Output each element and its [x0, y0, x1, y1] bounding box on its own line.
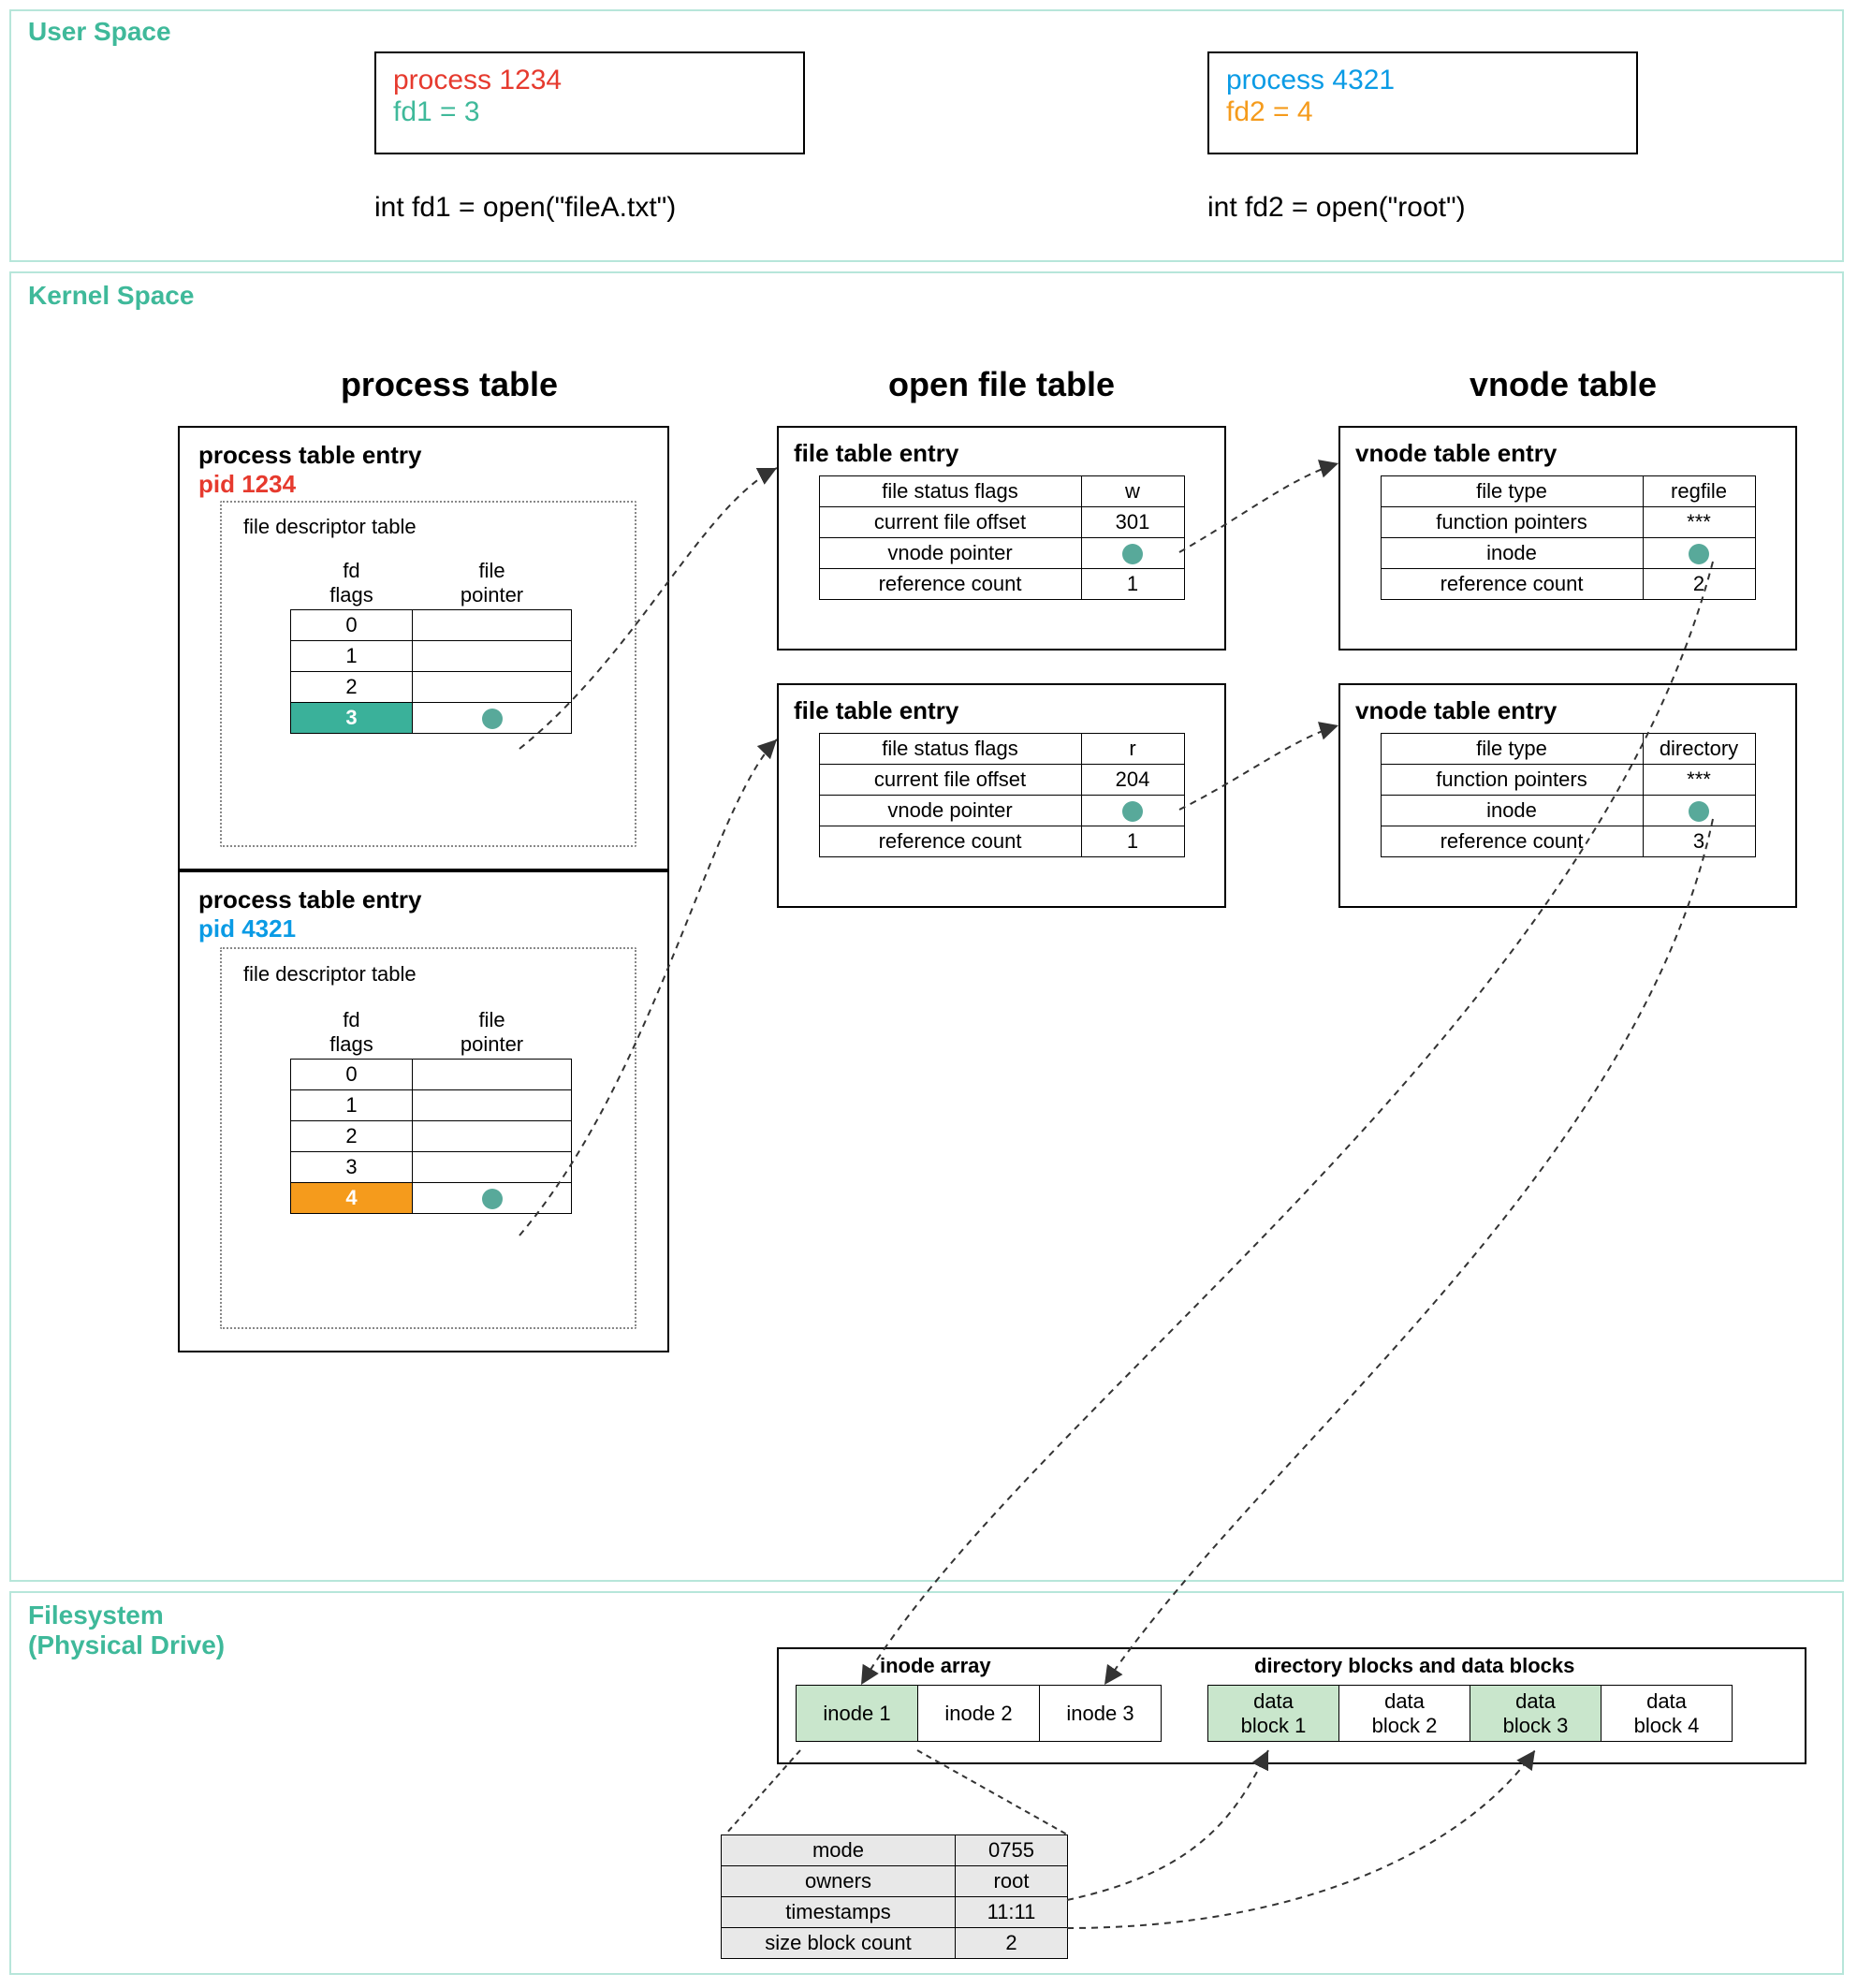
vnode-table-entry-1: vnode table entry file typeregfile funct…: [1338, 426, 1797, 650]
inode-heading: inode array: [880, 1654, 991, 1678]
process-2-box: process 4321 fd2 = 4: [1207, 51, 1638, 154]
pte1-fdt-label: file descriptor table: [243, 515, 417, 539]
process-1-code: int fd1 = open("fileA.txt"): [374, 192, 676, 224]
vnode-heading: vnode table: [1376, 365, 1750, 404]
inode-detail: mode0755 ownersroot timestamps11:11 size…: [721, 1835, 1068, 1959]
vnode-table-entry-2: vnode table entry file typedirectory fun…: [1338, 683, 1797, 908]
open-file-heading: open file table: [814, 365, 1189, 404]
pte1-pid: pid 1234: [198, 470, 649, 499]
data-blocks: datablock 1 datablock 2 datablock 3 data…: [1207, 1685, 1733, 1742]
pte1-title: process table entry: [198, 441, 649, 470]
filesystem-label: Filesystem (Physical Drive): [28, 1601, 225, 1660]
vte1-title: vnode table entry: [1355, 439, 1780, 468]
file-table-entry-2: file table entry file status flagsr curr…: [777, 683, 1226, 908]
kernel-space-label: Kernel Space: [28, 281, 194, 311]
vte2-table: file typedirectory function pointers*** …: [1381, 733, 1756, 857]
pte2-fd-table: fdflagsfilepointer 0 1 2 3 4: [290, 1006, 572, 1214]
file-table-entry-1: file table entry file status flagsw curr…: [777, 426, 1226, 650]
process-1-title: process 1234: [393, 65, 786, 96]
pte2-pid: pid 4321: [198, 914, 649, 943]
fte2-table: file status flagsr current file offset20…: [819, 733, 1185, 857]
vte1-table: file typeregfile function pointers*** in…: [1381, 475, 1756, 600]
pte2-title: process table entry: [198, 885, 649, 914]
process-table-heading: process table: [262, 365, 636, 404]
data-heading: directory blocks and data blocks: [1254, 1654, 1574, 1678]
user-space-label: User Space: [28, 17, 171, 47]
pte1-fd-table: fdflagsfilepointer 0 1 2 3: [290, 557, 572, 734]
process-1-box: process 1234 fd1 = 3: [374, 51, 805, 154]
fte1-table: file status flagsw current file offset30…: [819, 475, 1185, 600]
diagram-canvas: User Space process 1234 fd1 = 3 int fd1 …: [0, 0, 1872, 1988]
process-2-title: process 4321: [1226, 65, 1619, 96]
pte2-fdt-label: file descriptor table: [243, 962, 417, 987]
vte2-title: vnode table entry: [1355, 696, 1780, 725]
process-1-fd: fd1 = 3: [393, 96, 786, 128]
inode-array: inode 1 inode 2 inode 3: [796, 1685, 1162, 1742]
process-2-code: int fd2 = open("root"): [1207, 192, 1466, 224]
process-2-fd: fd2 = 4: [1226, 96, 1619, 128]
fte1-title: file table entry: [794, 439, 1209, 468]
fte2-title: file table entry: [794, 696, 1209, 725]
